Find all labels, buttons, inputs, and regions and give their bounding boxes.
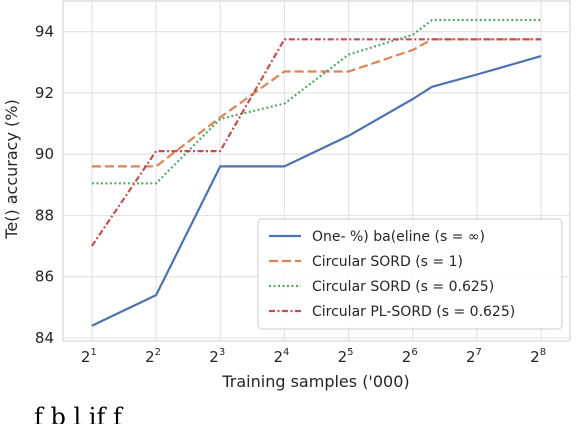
legend-label-1: One- %) ba(eline (s = ∞): [312, 229, 485, 245]
x-tick-label: 27: [466, 347, 482, 366]
legend-box: [257, 218, 563, 330]
y-tick-label: 84: [35, 329, 54, 347]
legend-label-3: Circular SORD (s = 0.625): [312, 279, 494, 295]
series-line-3: [91, 18, 542, 185]
x-axis-label: Training samples ('000): [221, 372, 409, 391]
x-tick-label: 21: [81, 347, 97, 366]
y-axis-label: Te() accuracy (%): [2, 99, 21, 239]
y-tick-label: 86: [35, 268, 54, 286]
x-tick-label: 23: [209, 347, 225, 366]
line-chart: 84 86 88 90 92 94 21 22 23 24 25 26 27 28 One- %) ba(…: [2, 0, 571, 391]
x-tick-label: 26: [402, 347, 418, 366]
y-tick-label: 88: [35, 206, 54, 224]
x-tick-label: 24: [273, 347, 289, 366]
series-line-1: [91, 55, 542, 327]
x-tick-label: 22: [145, 347, 161, 366]
x-tick-label: 25: [338, 347, 354, 366]
x-tick-label: 28: [530, 347, 546, 366]
y-tick-label: 94: [35, 23, 54, 41]
y-tick-label: 92: [35, 84, 54, 102]
caption-fragment: f b l if f: [34, 403, 122, 424]
series-line-4: [90, 38, 542, 247]
y-tick-label: 90: [35, 145, 54, 163]
legend-label-2: Circular SORD (s = 1): [312, 254, 463, 270]
legend-label-4: Circular PL-SORD (s = 0.625): [312, 304, 515, 320]
